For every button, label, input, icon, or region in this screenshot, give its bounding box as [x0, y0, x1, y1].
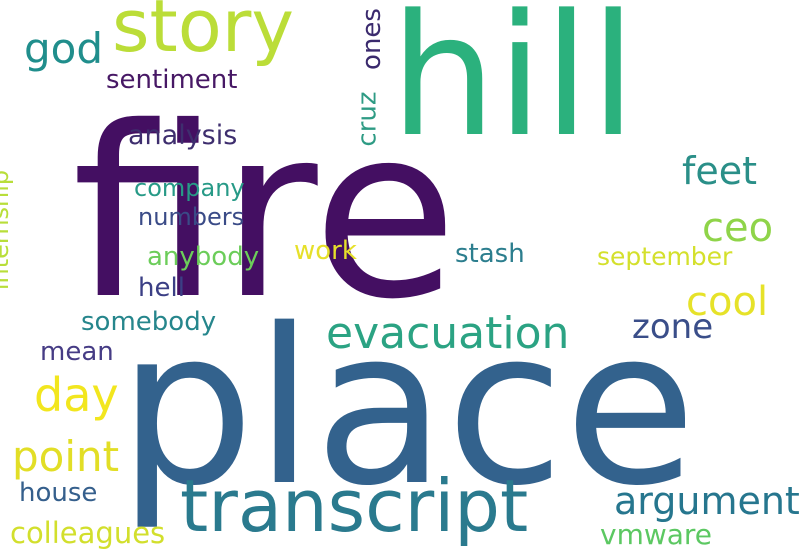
word-argument: argument [614, 479, 800, 523]
word-numbers: numbers [138, 203, 245, 231]
word-day: day [34, 368, 119, 422]
word-mean: mean [40, 337, 114, 367]
word-zone: zone [632, 307, 714, 347]
word-company: company [134, 174, 245, 202]
word-colleagues: colleagues [10, 516, 166, 550]
word-analysis: analysis [128, 120, 238, 151]
word-god: god [24, 24, 104, 73]
word-vmware: vmware [600, 518, 713, 551]
word-september: september [597, 242, 733, 271]
word-fire: fire [72, 76, 458, 351]
word-cruz: cruz [352, 91, 383, 147]
word-internship: internship [0, 169, 15, 291]
word-sentiment: sentiment [106, 65, 238, 95]
word-feet: feet [682, 149, 758, 193]
word-cool: cool [686, 279, 769, 325]
word-hill: hill [390, 0, 637, 174]
word-story: story [112, 0, 295, 68]
word-evacuation: evacuation [326, 308, 570, 359]
word-house: house [19, 478, 98, 508]
word-work: work [294, 236, 357, 266]
word-ceo: ceo [702, 205, 774, 251]
word-somebody: somebody [81, 307, 217, 337]
word-anybody: anybody [147, 242, 260, 272]
word-ones: ones [356, 8, 387, 70]
word-place: place [118, 282, 697, 533]
word-point: point [12, 432, 120, 481]
word-transcript: transcript [180, 464, 529, 548]
word-hell: hell [138, 273, 185, 303]
word-stash: stash [455, 239, 525, 269]
